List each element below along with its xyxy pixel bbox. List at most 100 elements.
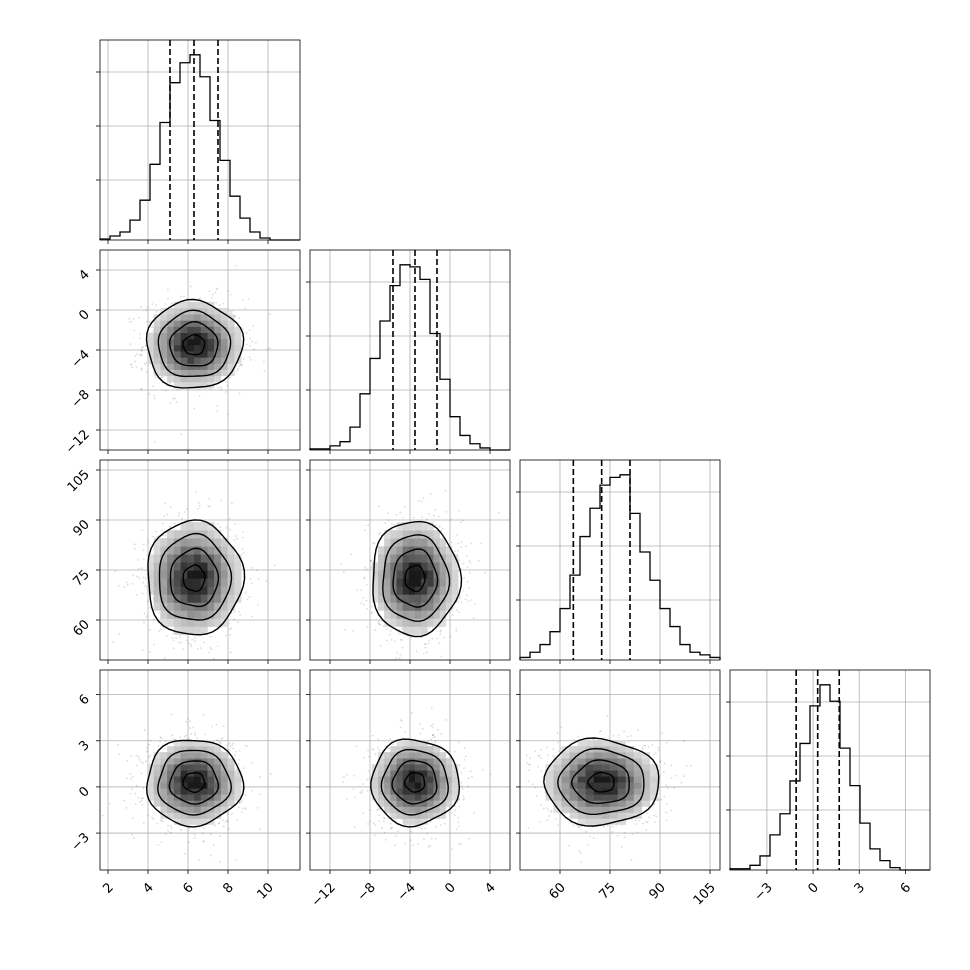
density-cell xyxy=(194,538,202,547)
density-cell xyxy=(167,538,175,547)
density-cell xyxy=(146,570,154,579)
scatter-point xyxy=(378,531,381,534)
density-cell xyxy=(234,562,242,571)
density-cell xyxy=(173,351,181,358)
scatter-point xyxy=(215,288,218,291)
panel-background xyxy=(520,460,720,660)
scatter-point xyxy=(157,745,160,748)
scatter-point xyxy=(166,288,169,291)
density-cell xyxy=(427,602,434,611)
scatter-point xyxy=(142,543,145,546)
scatter-point xyxy=(352,788,355,790)
scatter-point xyxy=(137,756,140,759)
scatter-point xyxy=(369,560,372,563)
density-cell xyxy=(167,586,175,595)
density-cell xyxy=(167,610,175,619)
scatter-point xyxy=(377,505,380,508)
scatter-point xyxy=(137,567,140,570)
density-cell xyxy=(220,363,228,370)
density-cell xyxy=(415,538,422,547)
scatter-point xyxy=(238,317,241,319)
contour-line-3 xyxy=(182,333,206,356)
scatter-point xyxy=(156,822,159,825)
scatter-point xyxy=(183,295,185,298)
density-cell xyxy=(421,610,428,619)
scatter-point xyxy=(216,404,219,407)
scatter-point xyxy=(458,843,460,845)
scatter-point xyxy=(438,642,441,645)
scatter-point xyxy=(198,505,201,507)
scatter-point xyxy=(142,549,145,552)
density-cell xyxy=(408,578,416,587)
density-cell xyxy=(173,301,181,309)
density-cell xyxy=(200,314,208,321)
density-cell xyxy=(378,546,385,555)
contour-line-0 xyxy=(145,298,245,389)
scatter-point xyxy=(366,607,368,610)
scatter-point xyxy=(366,626,369,629)
scatter-point xyxy=(160,841,163,844)
density-cell xyxy=(445,602,453,611)
density-grid xyxy=(146,522,242,635)
scatter-point xyxy=(457,816,460,819)
density-cell xyxy=(180,375,188,383)
scatter-point xyxy=(462,589,465,592)
scatter-point xyxy=(377,820,380,823)
panel-frame xyxy=(519,459,721,661)
scatter-point xyxy=(457,611,460,614)
density-cell xyxy=(220,369,228,377)
density-cell xyxy=(234,570,242,579)
scatter-point xyxy=(227,813,230,815)
scatter-point xyxy=(454,809,457,812)
panels-layer: 2 4 6 8 10 −12 −8 −4 0 4 60 75 90 105 −3 0 3 6−12−8−40460… xyxy=(63,39,931,910)
scatter-point xyxy=(211,293,214,296)
density-cell xyxy=(439,538,447,547)
density-cell xyxy=(408,570,416,579)
density-cell xyxy=(167,357,175,364)
scatter-point xyxy=(430,837,433,840)
scatter-point xyxy=(182,648,184,650)
scatter-point xyxy=(259,776,261,778)
scatter-point xyxy=(225,634,228,637)
density-cell xyxy=(160,363,168,370)
scatter-point xyxy=(467,777,470,780)
density-cell xyxy=(173,586,181,595)
scatter-point xyxy=(171,734,174,737)
scatter-point xyxy=(468,571,471,574)
scatter-point xyxy=(207,505,210,508)
scatter-point xyxy=(117,743,120,746)
scatter-point xyxy=(131,582,134,585)
density-cell xyxy=(445,546,453,555)
density-cell xyxy=(187,338,195,346)
scatter-point xyxy=(435,826,437,828)
scatter-point xyxy=(455,609,458,611)
scatter-point xyxy=(198,394,201,397)
scatter-point xyxy=(166,634,168,637)
density-cell xyxy=(167,326,175,333)
scatter-point xyxy=(238,802,241,804)
density-cell xyxy=(220,562,228,571)
density-cell xyxy=(396,610,403,619)
scatter-point xyxy=(219,386,222,389)
density-cell xyxy=(214,314,222,321)
scatter-point xyxy=(432,514,435,517)
density-cell xyxy=(451,594,459,603)
density-cell xyxy=(396,602,403,611)
density-cell xyxy=(207,351,215,358)
scatter-point xyxy=(184,735,186,738)
density-cell xyxy=(408,554,416,563)
density-cell xyxy=(180,357,188,364)
scatter-point xyxy=(399,511,402,514)
scatter-point xyxy=(197,388,200,391)
density-cell xyxy=(402,562,410,571)
density-cell xyxy=(153,546,161,555)
density-cell xyxy=(200,626,208,635)
scatter-point xyxy=(190,285,192,288)
scatter-point xyxy=(164,502,166,505)
panel-frame xyxy=(729,669,931,871)
scatter-point xyxy=(238,758,241,761)
scatter-point xyxy=(355,589,358,592)
scatter-point xyxy=(203,840,205,842)
scatter-point xyxy=(242,767,245,770)
scatter-point xyxy=(219,835,221,838)
